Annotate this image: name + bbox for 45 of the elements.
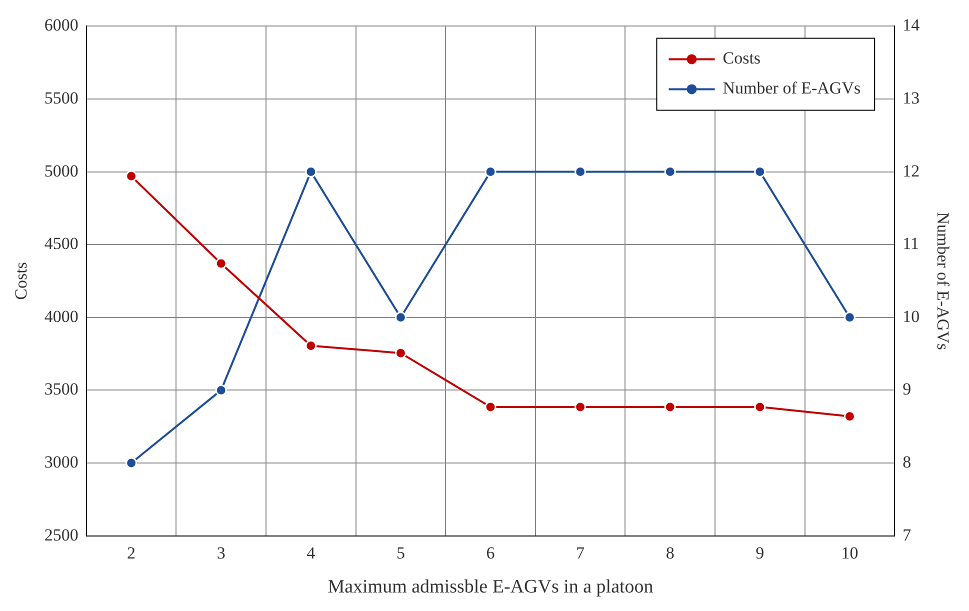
point	[215, 384, 227, 396]
x-tick-label: 6	[486, 543, 495, 562]
y2-tick-label: 13	[902, 88, 920, 108]
y2-tick-label: 7	[902, 525, 912, 544]
x-tick-label: 2	[127, 543, 136, 562]
point	[305, 166, 317, 178]
y2-tick-label: 11	[902, 234, 919, 254]
y-tick-label: 3000	[44, 452, 78, 472]
point	[394, 347, 406, 359]
x-tick-label: 8	[666, 543, 674, 562]
point	[394, 312, 406, 324]
y-tick-label: 2500	[44, 525, 78, 544]
x-axis-title: Maximum admissble E-AGVs in a platoon	[328, 576, 654, 598]
y-axis-title: Costs	[12, 262, 31, 300]
point	[844, 410, 856, 422]
legend-label: Costs	[722, 48, 761, 68]
y2-tick-label: 14	[902, 16, 920, 35]
y2-tick-label: 8	[902, 452, 912, 472]
y2-axis-title: Number of E-AGVs	[933, 212, 952, 350]
y-tick-label: 6000	[44, 16, 78, 35]
point	[754, 166, 766, 178]
legend-label: Number of E-AGVs	[722, 78, 861, 98]
point	[215, 258, 227, 270]
point	[484, 401, 496, 413]
y-tick-label: 4500	[44, 234, 78, 254]
x-tick-label: 4	[306, 543, 316, 562]
y2-tick-label: 9	[902, 380, 912, 399]
y-tick-label: 3500	[44, 380, 78, 399]
y2-tick-label: 12	[902, 161, 920, 180]
x-tick-label: 5	[396, 543, 405, 562]
y2-tick-label: 10	[902, 306, 920, 326]
y-tick-label: 4000	[44, 306, 78, 326]
point	[126, 457, 138, 469]
x-tick-label: 9	[756, 543, 764, 562]
point	[484, 166, 496, 178]
point	[844, 312, 856, 324]
point	[574, 401, 586, 413]
point	[754, 401, 766, 413]
x-tick-label: 10	[841, 543, 858, 562]
x-tick-label: 3	[216, 543, 226, 562]
point	[664, 401, 676, 413]
y-tick-label: 5500	[44, 88, 78, 108]
y-tick-label: 5000	[44, 161, 78, 180]
point	[126, 170, 138, 182]
x-tick-label: 7	[576, 543, 586, 562]
